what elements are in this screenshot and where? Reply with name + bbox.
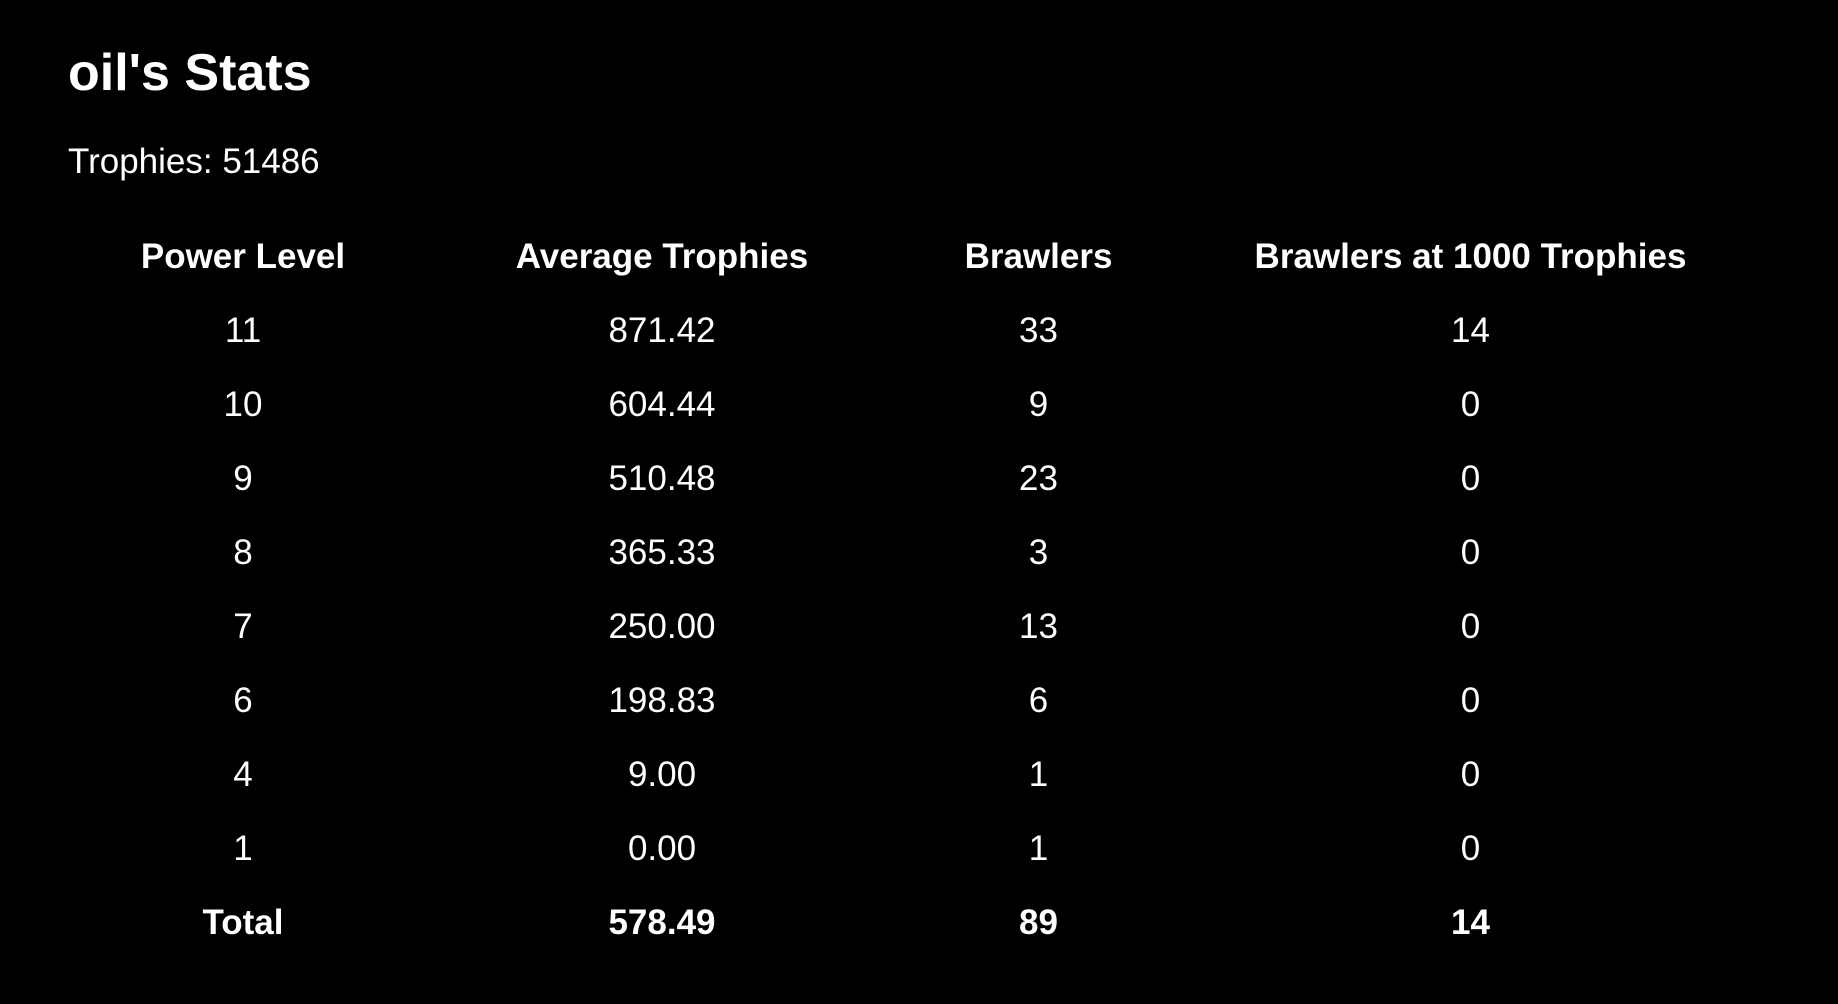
total-brawlers: 89: [1019, 903, 1058, 942]
table-row: 4 9.00 1 0: [68, 738, 1770, 812]
cell-brawlers: 1: [1028, 755, 1049, 794]
cell-brawlers-at-1000: 0: [1460, 829, 1481, 868]
cell-average-trophies: 198.83: [608, 681, 716, 720]
cell-brawlers: 33: [1019, 311, 1058, 350]
cell-brawlers: 9: [1028, 385, 1049, 424]
cell-brawlers: 1: [1028, 829, 1049, 868]
table-row: 11 871.42 33 14: [68, 294, 1770, 368]
cell-power-level: 10: [223, 385, 263, 424]
table-row: 1 0.00 1 0: [68, 812, 1770, 886]
cell-average-trophies: 250.00: [608, 607, 716, 646]
cell-brawlers: 23: [1019, 459, 1058, 498]
cell-brawlers-at-1000: 0: [1460, 533, 1481, 572]
table-row: 8 365.33 3 0: [68, 516, 1770, 590]
table-row: 9 510.48 23 0: [68, 442, 1770, 516]
cell-power-level: 6: [233, 681, 253, 720]
table-row: 10 604.44 9 0: [68, 368, 1770, 442]
page-title: oil's Stats: [68, 44, 312, 102]
header-brawlers: Brawlers: [964, 237, 1113, 276]
cell-brawlers-at-1000: 0: [1460, 607, 1481, 646]
cell-power-level: 1: [233, 829, 253, 868]
total-brawlers-at-1000: 14: [1451, 903, 1490, 942]
trophies-summary: Trophies: 51486: [68, 142, 320, 181]
table-header-row: Power Level Average Trophies Brawlers Br…: [68, 220, 1770, 294]
cell-brawlers: 6: [1028, 681, 1049, 720]
cell-average-trophies: 604.44: [608, 385, 716, 424]
cell-average-trophies: 871.42: [608, 311, 716, 350]
stats-table: Power Level Average Trophies Brawlers Br…: [68, 220, 1770, 960]
cell-brawlers-at-1000: 14: [1451, 311, 1490, 350]
table-row: 7 250.00 13 0: [68, 590, 1770, 664]
cell-average-trophies: 9.00: [627, 755, 697, 794]
total-average-trophies: 578.49: [608, 903, 716, 942]
header-brawlers-at-1000: Brawlers at 1000 Trophies: [1254, 237, 1687, 276]
cell-average-trophies: 510.48: [608, 459, 716, 498]
cell-average-trophies: 0.00: [627, 829, 697, 868]
cell-brawlers: 3: [1028, 533, 1049, 572]
cell-power-level: 11: [224, 311, 262, 350]
header-average-trophies: Average Trophies: [515, 237, 809, 276]
total-label: Total: [202, 903, 284, 942]
table-row: 6 198.83 6 0: [68, 664, 1770, 738]
total-row: Total 578.49 89 14: [68, 886, 1770, 960]
cell-power-level: 4: [233, 755, 253, 794]
header-power-level: Power Level: [140, 237, 346, 276]
cell-brawlers: 13: [1019, 607, 1058, 646]
cell-brawlers-at-1000: 0: [1460, 755, 1481, 794]
cell-brawlers-at-1000: 0: [1460, 681, 1481, 720]
cell-brawlers-at-1000: 0: [1460, 459, 1481, 498]
cell-power-level: 7: [233, 607, 253, 646]
cell-power-level: 8: [233, 533, 253, 572]
cell-brawlers-at-1000: 0: [1460, 385, 1481, 424]
cell-average-trophies: 365.33: [608, 533, 716, 572]
cell-power-level: 9: [233, 459, 253, 498]
